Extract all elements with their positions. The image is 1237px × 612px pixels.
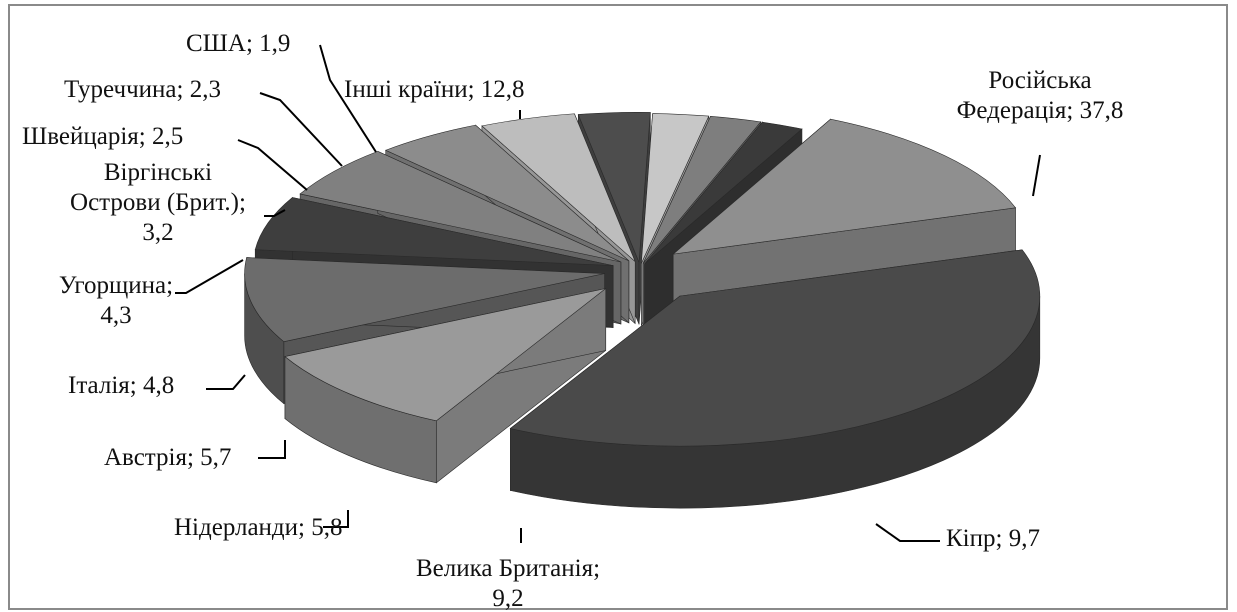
leader-line: [319, 44, 377, 153]
data-label-line: 4,3: [100, 302, 131, 329]
data-labels: Російська Федерація; 37,8 Кіпр; 9,7 Велика …: [22, 30, 1123, 612]
data-label: Угорщина; 4,3: [59, 272, 173, 329]
data-label-line: Туреччина; 2,3: [64, 76, 221, 103]
pie-slices: [244, 112, 1041, 509]
slice-top: [509, 249, 1041, 447]
slice-top: [244, 257, 605, 343]
leader-line: [1032, 154, 1041, 197]
data-label-line: 3,2: [142, 219, 173, 246]
slice-top: [672, 118, 1017, 255]
data-label: США; 1,9: [186, 30, 290, 57]
slice-top: [384, 124, 630, 262]
slice-top: [299, 151, 622, 263]
slice-top: [284, 288, 606, 422]
leader-line: [175, 259, 244, 294]
data-label-line: 9,2: [492, 585, 523, 612]
leader-line: [264, 209, 286, 217]
leader-line: [259, 92, 343, 167]
leader-line: [258, 440, 286, 459]
data-label-line: Угорщина;: [59, 272, 173, 299]
data-label-line: Велика Британія;: [416, 555, 600, 582]
leader-line: [237, 139, 308, 191]
data-label: Туреччина; 2,3: [64, 76, 221, 103]
data-label-line: Віргінські: [104, 159, 212, 186]
pie-slice: [284, 287, 607, 484]
slice-top: [481, 113, 636, 262]
data-label-line: Італія; 4,8: [68, 372, 174, 399]
data-label: Італія; 4,8: [68, 372, 174, 399]
data-label-line: Острови (Брит.);: [70, 189, 246, 216]
slice-top: [577, 112, 651, 263]
data-label: Інші країни; 12,8: [344, 76, 525, 103]
data-label: Австрія; 5,7: [104, 444, 231, 471]
data-label: Віргінські Острови (Брит.); 3,2: [70, 159, 246, 246]
data-label: Кіпр; 9,7: [946, 525, 1040, 552]
data-label-line: Федерація; 37,8: [957, 97, 1124, 124]
data-label-line: Австрія; 5,7: [104, 444, 231, 471]
leader-line: [323, 510, 349, 528]
data-label: Швейцарія; 2,5: [22, 123, 183, 150]
data-label-line: Швейцарія; 2,5: [22, 123, 183, 150]
data-label-line: США; 1,9: [186, 30, 290, 57]
slice-top: [642, 115, 762, 264]
slice-top: [641, 113, 710, 264]
leader-line: [875, 523, 940, 542]
slice-top: [644, 121, 803, 265]
data-label: Нідерланди; 5,8: [174, 514, 342, 541]
data-label-line: Кіпр; 9,7: [946, 525, 1040, 552]
data-label-line: Російська: [988, 67, 1091, 94]
data-label: Велика Британія; 9,2: [416, 555, 600, 612]
data-label-line: Нідерланди; 5,8: [174, 514, 342, 541]
slice-top: [254, 197, 614, 266]
data-label-line: Інші країни; 12,8: [344, 76, 525, 103]
data-label: Російська Федерація; 37,8: [957, 67, 1124, 124]
pie-slice: [509, 249, 1041, 509]
leader-line: [206, 374, 246, 390]
